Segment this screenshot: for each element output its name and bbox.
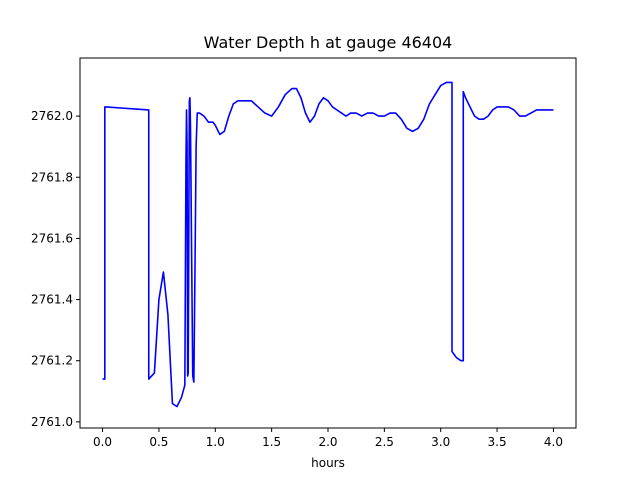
x-tick-label: 3.5 <box>488 435 507 449</box>
y-tick-label: 2761.6 <box>31 231 73 245</box>
series-line-0 <box>102 81 554 408</box>
plot-area <box>102 81 554 408</box>
x-tick-label: 3.0 <box>431 435 450 449</box>
x-tick-label: 0.0 <box>93 435 112 449</box>
x-tick-label: 2.5 <box>375 435 394 449</box>
chart-title: Water Depth h at gauge 46404 <box>204 33 453 52</box>
y-tick-label: 2761.8 <box>31 170 73 184</box>
x-axis-label: hours <box>311 456 345 470</box>
x-tick-label: 1.5 <box>262 435 281 449</box>
y-tick-label: 2761.4 <box>31 293 73 307</box>
x-tick-label: 1.0 <box>206 435 225 449</box>
y-axis-ticks: 2761.0 2761.2 2761.4 2761.6 2761.8 2762.0 <box>31 109 80 429</box>
y-tick-label: 2762.0 <box>31 109 73 123</box>
x-tick-label: 4.0 <box>544 435 563 449</box>
x-axis-ticks: 0.0 0.5 1.0 1.5 2.0 2.5 3.0 3.5 4.0 <box>93 428 563 449</box>
x-tick-label: 0.5 <box>149 435 168 449</box>
plot-frame <box>79 57 577 429</box>
x-tick-label: 2.0 <box>318 435 337 449</box>
y-tick-label: 2761.0 <box>31 415 73 429</box>
y-tick-label: 2761.2 <box>31 354 73 368</box>
